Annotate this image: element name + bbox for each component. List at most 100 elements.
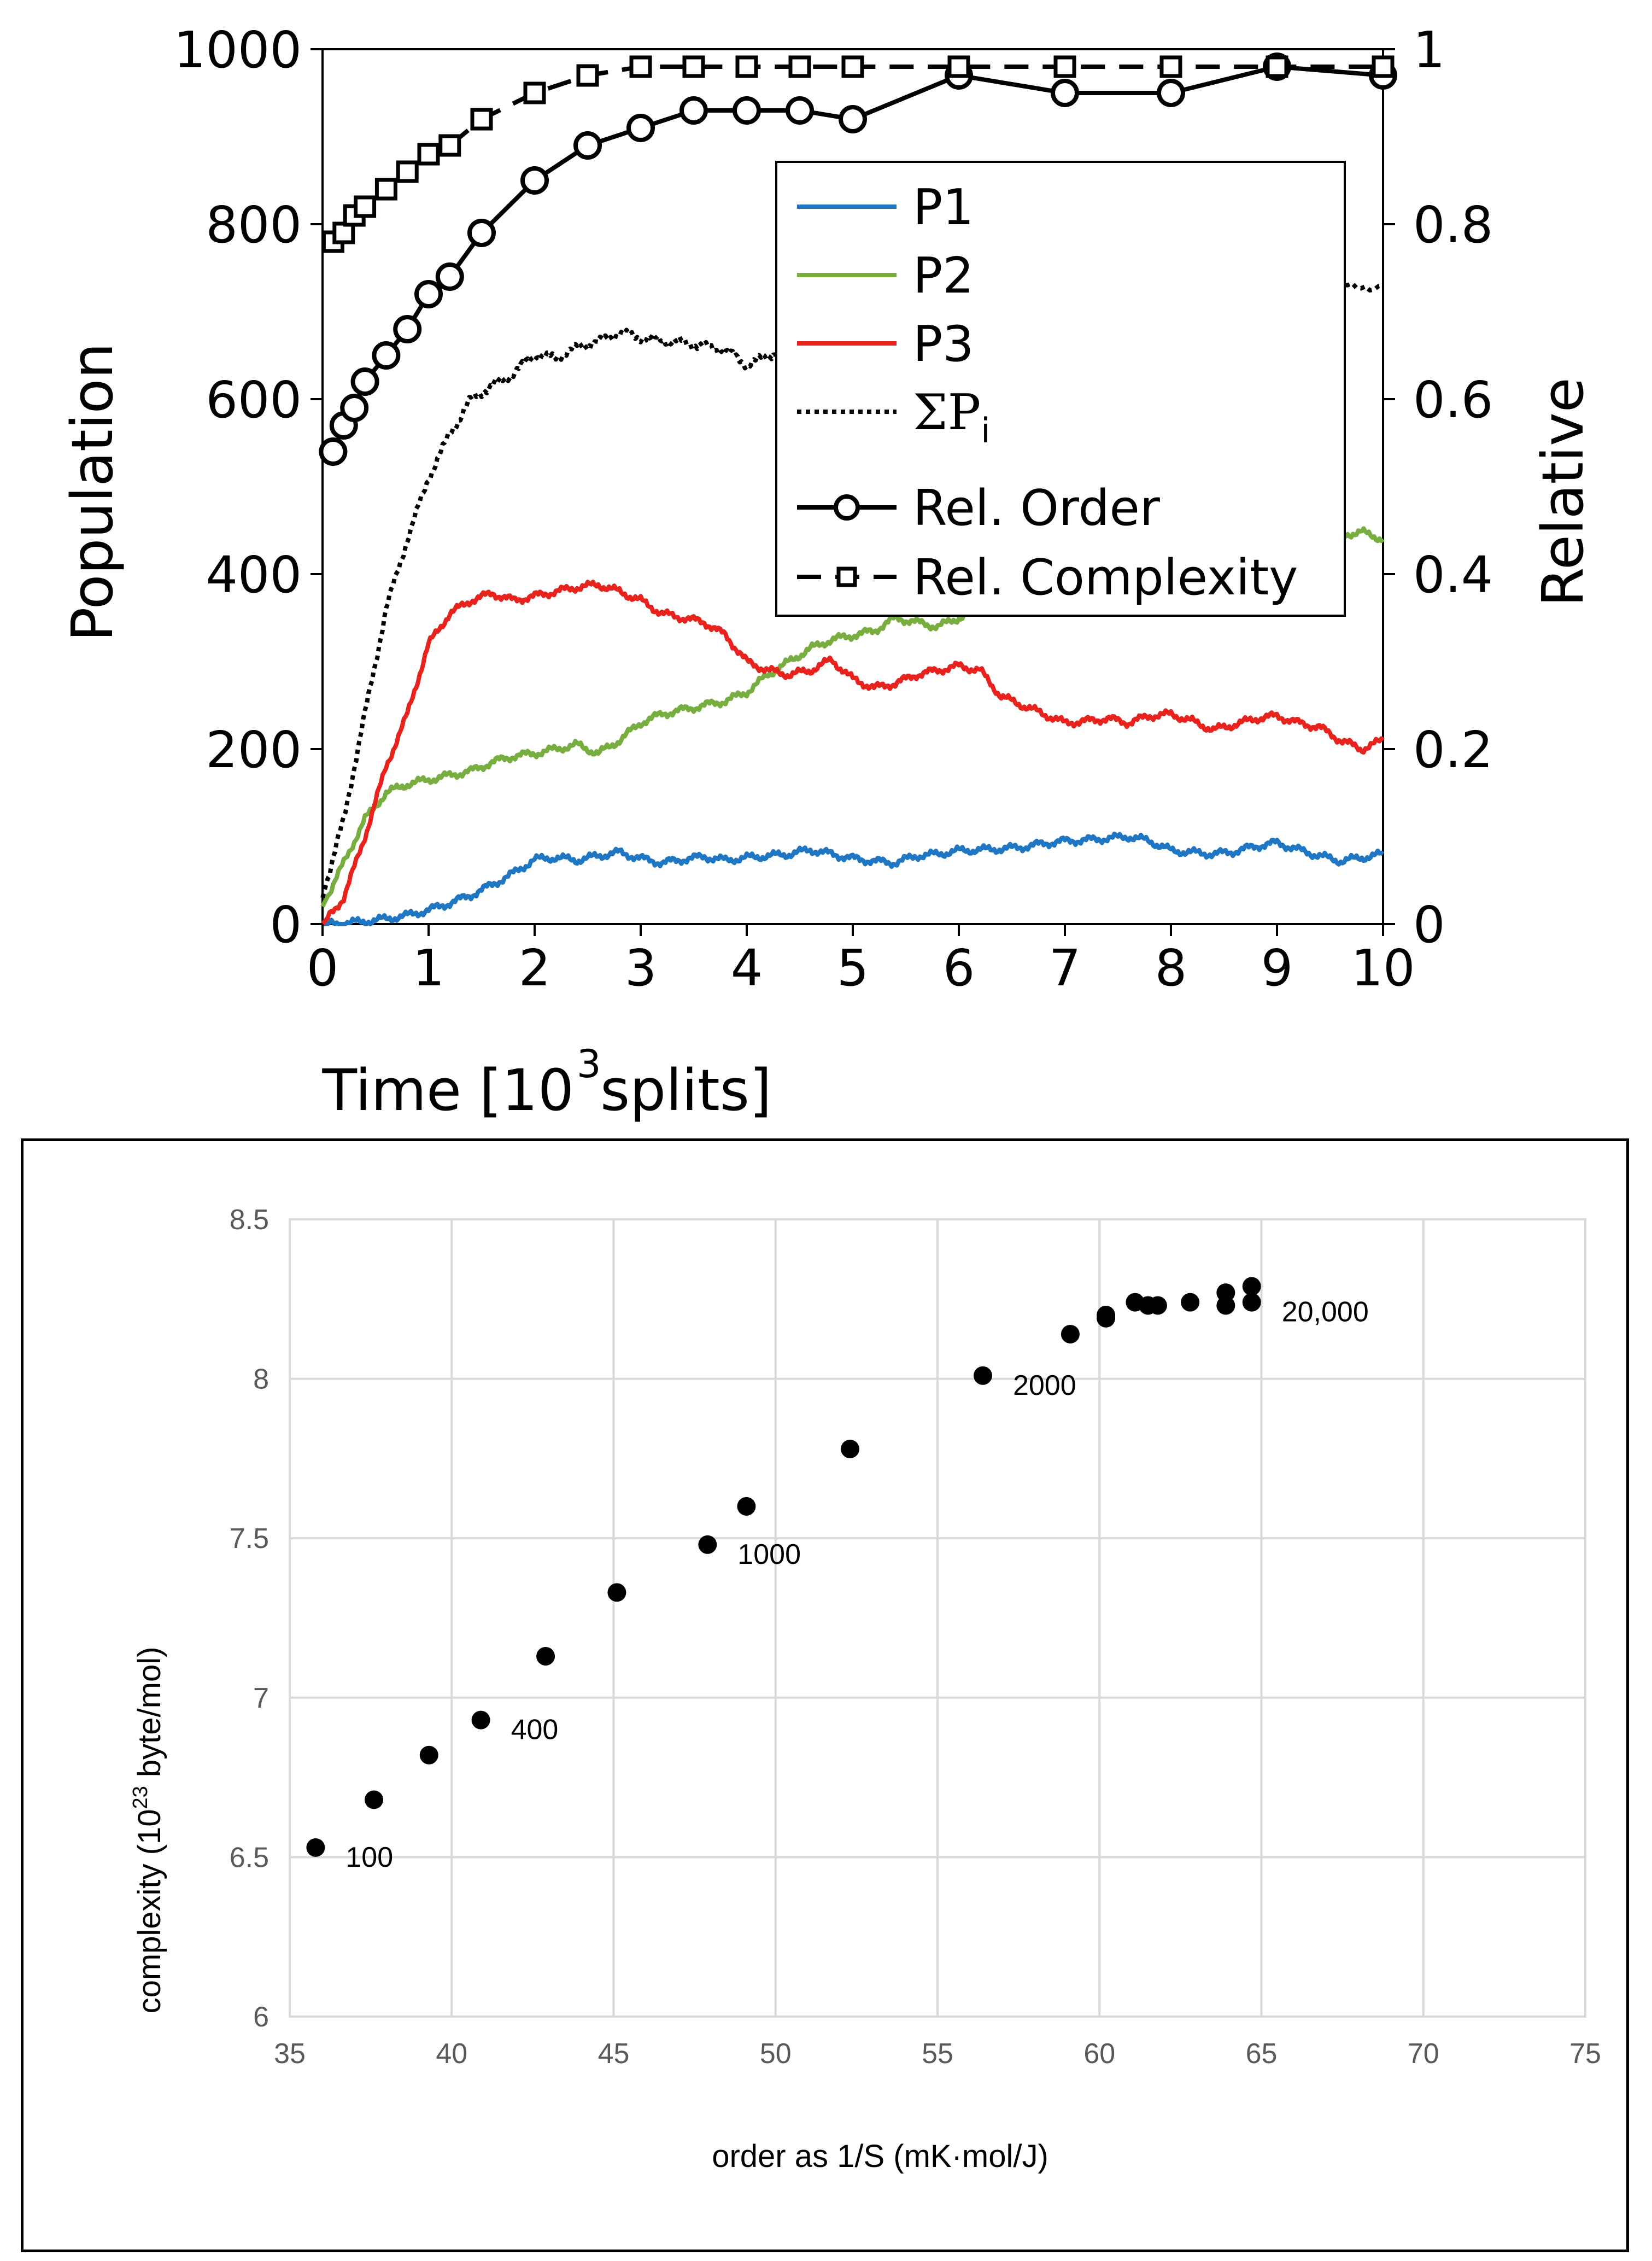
- complexity-marker: [1372, 55, 1395, 78]
- y-tick-label: 800: [206, 196, 302, 254]
- order-marker: [1157, 79, 1185, 107]
- order-marker: [573, 131, 602, 160]
- y-axis-title-right: Relative: [1530, 377, 1596, 606]
- complexity-marker: [947, 55, 970, 78]
- y-right-tick-label: 0: [1413, 896, 1445, 954]
- y-right-tick-label: 0.6: [1413, 371, 1493, 429]
- point-annotation: 2000: [1013, 1370, 1076, 1401]
- x-tick-label: 6: [943, 939, 975, 997]
- complexity-marker: [576, 64, 599, 87]
- y-right-tick-label: 0.8: [1413, 196, 1493, 254]
- x-tick-label-bottom: 75: [1569, 2038, 1601, 2070]
- order-marker: [626, 114, 655, 142]
- scatter-point: [365, 1790, 384, 1809]
- scatter-point: [1242, 1277, 1261, 1296]
- order-marker: [679, 96, 708, 125]
- order-marker: [733, 96, 761, 125]
- legend-box: [775, 161, 1346, 617]
- scatter-point: [306, 1838, 325, 1857]
- x-tick-label: 5: [837, 939, 869, 997]
- y-tick-label-bottom: 6.5: [230, 1842, 269, 1873]
- y-tick-label-bottom: 6: [253, 2001, 269, 2033]
- y-tick-label: 1000: [174, 21, 302, 79]
- scatter-point: [1181, 1293, 1200, 1312]
- x-tick-label: 0: [307, 939, 339, 997]
- order-marker: [786, 96, 814, 125]
- order-marker: [467, 219, 496, 247]
- complexity-marker: [1266, 55, 1288, 78]
- order-marker: [414, 280, 443, 308]
- y-tick-label-bottom: 8: [253, 1364, 269, 1395]
- complexity-marker: [629, 55, 652, 78]
- x-tick-label: 4: [731, 939, 763, 997]
- complexity-marker: [438, 134, 461, 157]
- scatter-point: [1216, 1283, 1235, 1302]
- top-line-chart: 0 1 2 3 4 5 6 7 8 9 100200400600800100000.20.40.60…: [59, 21, 1596, 1124]
- legend-marker-circle: [834, 494, 860, 521]
- order-marker: [435, 262, 464, 291]
- complexity-marker: [682, 55, 705, 78]
- series-line-3: [320, 279, 1384, 899]
- point-annotation: 100: [345, 1842, 393, 1873]
- scatter-point: [1242, 1293, 1261, 1312]
- legend-label-4: Rel. Order: [913, 480, 1160, 537]
- bottom-scatter-chart: 35 40 45 50 55 60 65 70 75 6 6.5 7 7.5 8 8.5 100 400 100…: [129, 1204, 1601, 2174]
- y-tick-label: 200: [206, 721, 302, 779]
- y-right-tick-label: 0.4: [1413, 546, 1493, 604]
- x-axis-title-tail: splits]: [600, 1057, 772, 1124]
- complexity-marker: [354, 195, 377, 218]
- scatter-point: [1097, 1308, 1116, 1328]
- complexity-marker: [417, 143, 440, 166]
- x-tick-label: 10: [1351, 939, 1415, 997]
- scatter-point: [607, 1583, 626, 1602]
- y-axis-title: Population: [59, 343, 126, 641]
- legend-marker-square: [836, 566, 857, 587]
- x-tick-label-bottom: 35: [274, 2038, 306, 2070]
- complexity-marker: [470, 108, 493, 131]
- x-tick-label-bottom: 70: [1408, 2038, 1439, 2070]
- y-tick-label: 0: [270, 896, 302, 954]
- y-tick-label-bottom: 7: [253, 1682, 269, 1714]
- scatter-point: [973, 1366, 992, 1385]
- x-tick-label-bottom: 50: [760, 2038, 792, 2070]
- y-tick-label-bottom: 8.5: [230, 1204, 269, 1236]
- complexity-marker: [374, 178, 397, 201]
- scatter-point: [698, 1535, 717, 1554]
- complexity-marker: [523, 81, 546, 104]
- legend-label-1: P2: [913, 247, 974, 305]
- scatter-point: [1061, 1324, 1080, 1343]
- x-axis-title-bottom: order as 1/S (mK·mol/J): [712, 2139, 1048, 2174]
- scatter-point: [737, 1497, 756, 1516]
- x-tick-label-bottom: 55: [922, 2038, 953, 2070]
- y-right-tick-label: 1: [1413, 21, 1445, 79]
- y-title-sup: 23: [129, 1786, 152, 1809]
- complexity-marker: [735, 55, 758, 78]
- point-annotation: 1000: [737, 1539, 801, 1570]
- y-tick-label-bottom: 7.5: [230, 1523, 269, 1555]
- order-marker: [372, 341, 401, 370]
- scatter-point: [471, 1710, 490, 1730]
- plot-border: [289, 1218, 1586, 2018]
- x-axis-title-superscript: 3: [577, 1042, 601, 1086]
- legend-label-5: Rel. Complexity: [913, 549, 1298, 606]
- y-tick-label: 400: [206, 546, 302, 604]
- bottom-scatter-frame: 35 40 45 50 55 60 65 70 75 6 6.5 7 7.5 8 8.5 100 400 100…: [21, 1138, 1629, 2252]
- x-tick-label-bottom: 40: [436, 2038, 467, 2070]
- order-marker: [393, 315, 422, 343]
- x-tick-label: 8: [1155, 939, 1187, 997]
- scatter-point: [841, 1439, 860, 1458]
- x-tick-label: 1: [413, 939, 445, 997]
- y-right-tick-label: 0.2: [1413, 721, 1493, 779]
- scatter-point: [1148, 1296, 1167, 1315]
- complexity-marker: [396, 160, 419, 183]
- y-title-pre: complexity (10: [132, 1809, 167, 2014]
- x-tick-label-bottom: 65: [1246, 2038, 1278, 2070]
- order-marker: [350, 367, 379, 396]
- x-tick-label-bottom: 60: [1083, 2038, 1115, 2070]
- x-tick-label: 9: [1261, 939, 1293, 997]
- series-line-0: [322, 831, 1385, 926]
- complexity-marker: [788, 55, 811, 78]
- x-tick-label: 7: [1049, 939, 1081, 997]
- x-axis-title: Time [10: [322, 1057, 574, 1124]
- complexity-marker: [1159, 55, 1182, 78]
